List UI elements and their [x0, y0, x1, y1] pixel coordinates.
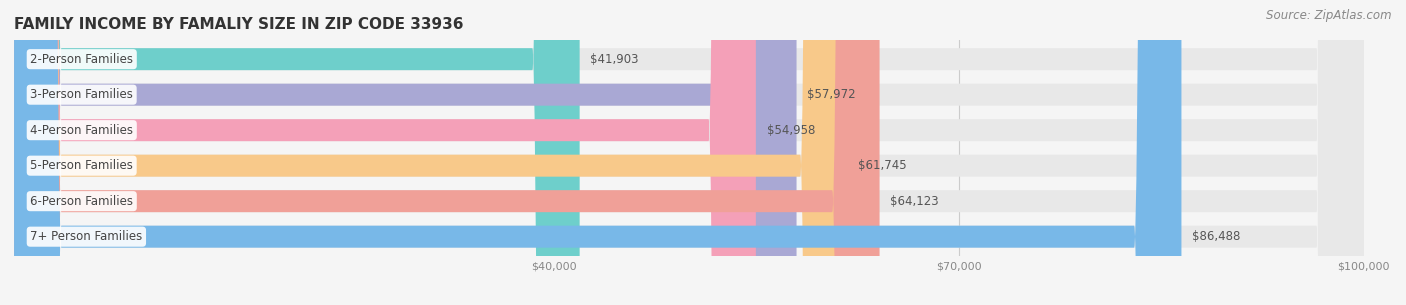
Text: $41,903: $41,903: [591, 53, 638, 66]
FancyBboxPatch shape: [14, 0, 1364, 305]
FancyBboxPatch shape: [14, 0, 880, 305]
Text: $64,123: $64,123: [890, 195, 939, 208]
Text: 5-Person Families: 5-Person Families: [31, 159, 134, 172]
Text: 3-Person Families: 3-Person Families: [31, 88, 134, 101]
Text: 6-Person Families: 6-Person Families: [31, 195, 134, 208]
FancyBboxPatch shape: [14, 0, 1364, 305]
FancyBboxPatch shape: [14, 0, 1364, 305]
FancyBboxPatch shape: [14, 0, 848, 305]
Text: 2-Person Families: 2-Person Families: [31, 53, 134, 66]
Text: $54,958: $54,958: [766, 124, 815, 137]
FancyBboxPatch shape: [14, 0, 579, 305]
Text: $57,972: $57,972: [807, 88, 856, 101]
FancyBboxPatch shape: [14, 0, 797, 305]
Text: $86,488: $86,488: [1192, 230, 1240, 243]
FancyBboxPatch shape: [14, 0, 1181, 305]
Text: Source: ZipAtlas.com: Source: ZipAtlas.com: [1267, 9, 1392, 22]
FancyBboxPatch shape: [14, 0, 1364, 305]
Text: $61,745: $61,745: [858, 159, 907, 172]
FancyBboxPatch shape: [14, 0, 1364, 305]
FancyBboxPatch shape: [14, 0, 1364, 305]
Text: 4-Person Families: 4-Person Families: [31, 124, 134, 137]
Text: FAMILY INCOME BY FAMALIY SIZE IN ZIP CODE 33936: FAMILY INCOME BY FAMALIY SIZE IN ZIP COD…: [14, 16, 464, 31]
FancyBboxPatch shape: [14, 0, 756, 305]
Text: 7+ Person Families: 7+ Person Families: [31, 230, 142, 243]
